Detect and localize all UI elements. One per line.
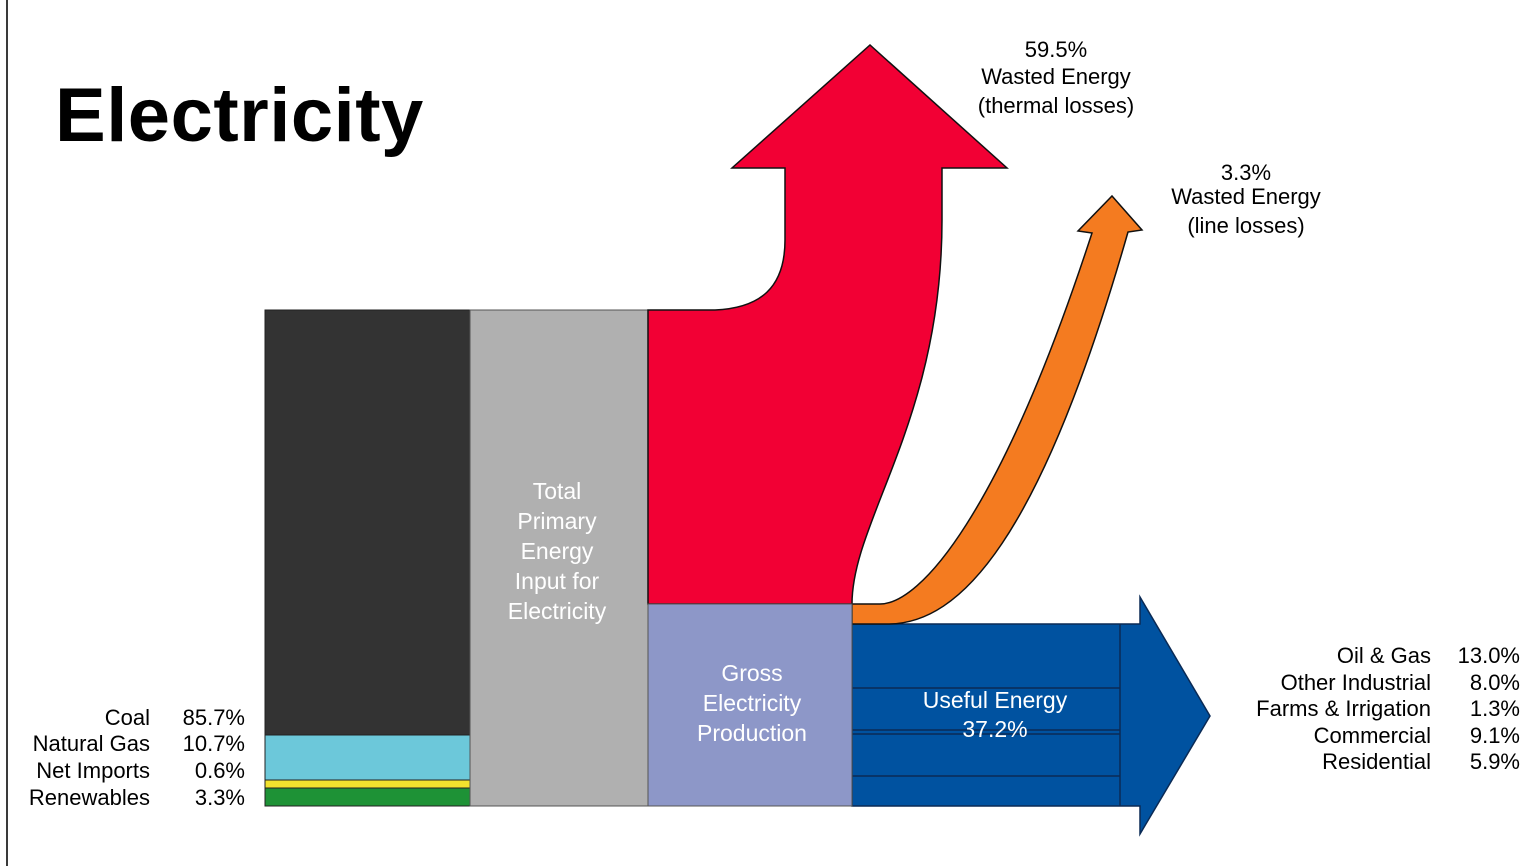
source-name: Renewables [29,785,150,810]
source-legend: Coal 85.7% Natural Gas 10.7% Net Imports… [29,705,245,810]
line-losses-line1: Wasted Energy [1171,184,1321,209]
gross-production-label: Gross Electricity Production [697,660,807,746]
useful-energy-value: 37.2% [962,716,1027,742]
end-use-value: 8.0% [1470,670,1520,695]
useful-energy-arrow [851,594,1211,837]
end-use-value: 5.9% [1470,749,1520,774]
source-name: Natural Gas [33,731,150,756]
source-name: Net Imports [36,758,150,783]
end-use-name: Farms & Irrigation [1256,696,1431,721]
source-value: 3.3% [195,785,245,810]
line-losses-line2: (line losses) [1187,213,1304,238]
source-value: 85.7% [183,705,245,730]
total-primary-label-line: Energy [521,538,594,564]
source-name: Coal [105,705,150,730]
thermal-losses-label: 59.5% Wasted Energy (thermal losses) [978,37,1134,118]
net-imports-bar [264,779,471,789]
total-primary-energy-block [469,309,649,807]
gross-electricity-production-block [647,603,853,807]
line-losses-label: 3.3% Wasted Energy (line losses) [1171,160,1321,238]
gross-production-label-line: Production [697,720,807,746]
end-use-name: Commercial [1314,723,1431,748]
end-use-name: Residential [1322,749,1431,774]
end-use-name: Other Industrial [1281,670,1431,695]
thermal-losses-line1: Wasted Energy [981,64,1131,89]
left-border [6,0,8,866]
coal-bar [264,309,471,736]
end-use-value: 9.1% [1470,723,1520,748]
total-primary-label-line: Total [533,478,582,504]
gross-production-label-line: Gross [721,660,782,686]
gross-production-label-line: Electricity [703,690,802,716]
line-losses-arrow [851,194,1144,625]
total-primary-label-line: Input for [515,568,600,594]
total-primary-label-line: Primary [517,508,597,534]
useful-energy-label: Useful Energy 37.2% [923,687,1068,742]
thermal-losses-line2: (thermal losses) [978,93,1134,118]
end-use-value: 13.0% [1458,643,1520,668]
total-primary-label: Total Primary Energy Input for Electrici… [508,478,607,624]
source-value: 10.7% [183,731,245,756]
end-use-legend: Oil & Gas 13.0% Other Industrial 8.0% Fa… [1256,643,1520,774]
useful-energy-label-text: Useful Energy [923,687,1068,713]
natural-gas-bar [264,734,471,781]
end-use-name: Oil & Gas [1337,643,1431,668]
thermal-losses-arrow [647,43,1009,605]
useful-energy-arrow-body [851,594,1211,837]
page-title: Electricity [55,73,424,158]
total-primary-label-line: Electricity [508,598,607,624]
source-value: 0.6% [195,758,245,783]
end-use-value: 1.3% [1470,696,1520,721]
line-losses-value: 3.3% [1221,160,1271,185]
thermal-losses-value: 59.5% [1025,37,1087,62]
renewables-bar [264,787,471,807]
